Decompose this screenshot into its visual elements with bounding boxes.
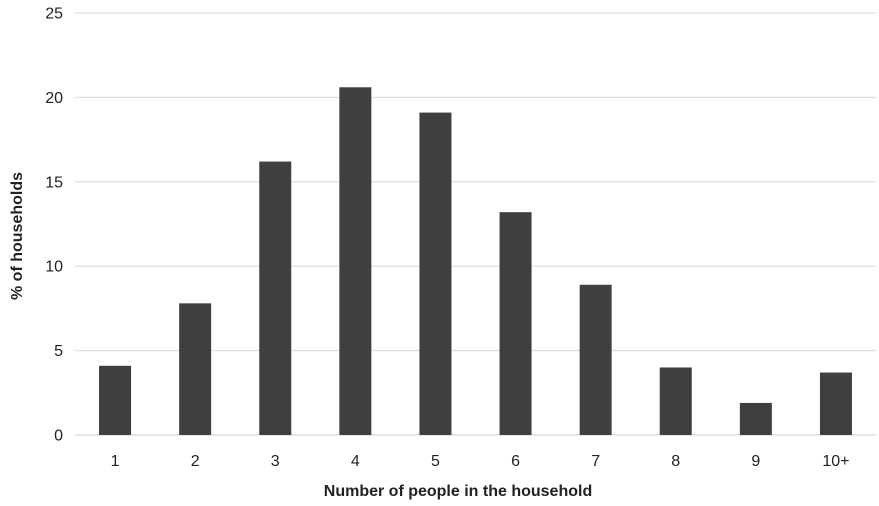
y-tick-label: 25 xyxy=(45,6,63,23)
x-tick-label: 2 xyxy=(191,453,200,470)
x-tick-label: 3 xyxy=(271,453,280,470)
bars xyxy=(99,87,852,435)
y-tick-label: 15 xyxy=(45,174,63,191)
x-tick-label: 8 xyxy=(671,453,680,470)
bar-2 xyxy=(179,303,212,435)
x-axis-ticks: 1 2 3 4 5 6 7 8 9 10+ xyxy=(111,453,850,470)
bar-1 xyxy=(99,365,132,435)
bar-9 xyxy=(739,402,772,435)
bar-7 xyxy=(579,284,612,435)
x-tick-label: 6 xyxy=(511,453,520,470)
y-tick-label: 0 xyxy=(54,428,63,445)
y-axis-title: % of households xyxy=(9,172,26,300)
bar-6 xyxy=(499,212,532,435)
bar-3 xyxy=(259,161,292,435)
x-axis-title: Number of people in the household xyxy=(324,483,592,500)
x-tick-label: 1 xyxy=(111,453,120,470)
bar-10+ xyxy=(819,372,852,435)
x-tick-label: 5 xyxy=(431,453,440,470)
bar-5 xyxy=(419,112,452,435)
bar-4 xyxy=(339,87,372,435)
x-tick-label: 4 xyxy=(351,453,360,470)
y-tick-label: 5 xyxy=(54,343,63,360)
x-tick-label: 7 xyxy=(591,453,600,470)
y-tick-label: 10 xyxy=(45,259,63,276)
x-tick-label: 9 xyxy=(751,453,760,470)
y-tick-label: 20 xyxy=(45,90,63,107)
bar-8 xyxy=(659,367,692,435)
x-tick-label: 10+ xyxy=(822,453,849,470)
y-axis-ticks: 0 5 10 15 20 25 xyxy=(45,6,63,445)
